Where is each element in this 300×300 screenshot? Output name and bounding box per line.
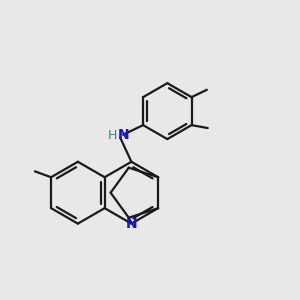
Text: N: N bbox=[117, 128, 129, 142]
Text: H: H bbox=[107, 129, 117, 142]
Text: N: N bbox=[126, 217, 137, 231]
